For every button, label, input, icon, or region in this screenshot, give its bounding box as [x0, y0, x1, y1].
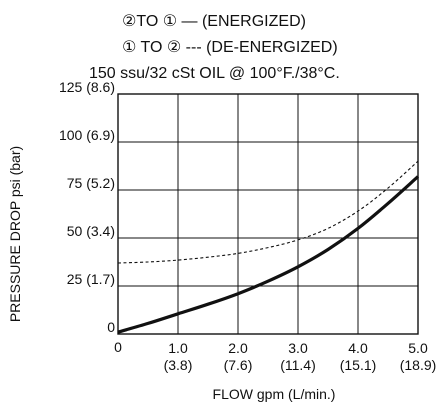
- series-de-energized-line: [117, 160, 419, 264]
- y-tick-label: 0: [107, 319, 115, 335]
- x-tick-label: 2.0: [228, 340, 248, 356]
- x-axis-label: FLOW gpm (L/min.): [213, 386, 336, 402]
- y-tick-label: 100 (6.9): [59, 127, 115, 143]
- x-tick-labels: 0 1.0(3.8) 2.0(7.6) 3.0(11.4) 4.0(15.1) 5.0(1…: [114, 339, 436, 373]
- grid-lines: [118, 94, 418, 334]
- y-axis-label: PRESSURE DROP psi (bar): [7, 146, 23, 322]
- x-tick-sublabel: (3.8): [164, 357, 193, 373]
- x-tick-sublabel: (15.1): [340, 357, 377, 373]
- header-line-de-energized: ① TO ② --- (DE-ENERGIZED): [122, 39, 338, 56]
- x-tick-label: 3.0: [288, 340, 308, 356]
- series-layer: [117, 160, 420, 334]
- y-tick-label: 75 (5.2): [67, 175, 115, 191]
- y-tick-label: 25 (1.7): [67, 271, 115, 287]
- x-tick-label: 5.0: [408, 340, 428, 356]
- x-tick-sublabel: (7.6): [224, 357, 253, 373]
- header-line-energized: ②TO ① — (ENERGIZED): [122, 13, 306, 30]
- header-line-oil-spec: 150 ssu/32 cSt OIL @ 100°F./38°C.: [89, 65, 340, 82]
- chart-header: ②TO ① — (ENERGIZED) ① TO ② --- (DE-ENERG…: [89, 13, 340, 82]
- x-tick-label: 1.0: [168, 340, 188, 356]
- y-tick-labels: 0 25 (1.7) 50 (3.4) 75 (5.2) 100 (6.9) 125 (8…: [59, 79, 115, 335]
- y-tick-label: 50 (3.4): [67, 223, 115, 239]
- x-tick-label: 0: [114, 339, 122, 355]
- x-tick-label: 4.0: [348, 340, 368, 356]
- y-tick-label: 125 (8.6): [59, 79, 115, 95]
- plot-frame: [117, 93, 419, 335]
- x-tick-sublabel: (18.9): [400, 357, 437, 373]
- series-energized-line: [117, 175, 420, 334]
- x-tick-sublabel: (11.4): [280, 357, 316, 373]
